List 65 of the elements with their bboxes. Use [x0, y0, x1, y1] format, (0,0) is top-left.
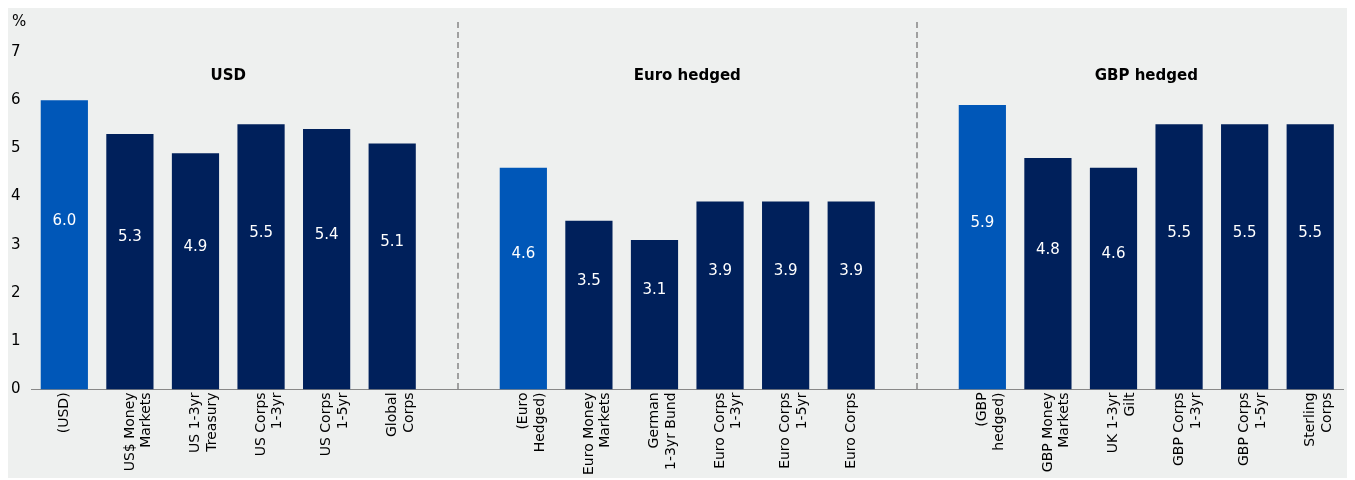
bar: [1286, 124, 1334, 390]
data-label: 6.0: [52, 210, 77, 229]
bar: [958, 105, 1006, 390]
x-tick-label: US$ Money Markets: [120, 392, 154, 472]
x-tick-label: US Corps 1-5yr: [317, 392, 351, 457]
bar: [499, 167, 547, 390]
annotation: Euro hedged: [633, 65, 741, 84]
x-tick-label: Euro Money Markets: [579, 392, 613, 476]
bar: [106, 133, 154, 390]
y-tick-label: 7: [11, 41, 21, 60]
data-label: 5.5: [1232, 222, 1257, 241]
data-label: 5.5: [1298, 222, 1323, 241]
bar: [303, 129, 351, 390]
data-label: 3.9: [839, 261, 864, 280]
data-label: 5.5: [1167, 222, 1191, 241]
y-tick-label: 4: [11, 186, 21, 205]
x-tick-label: Euro Corps 1-3yr: [710, 392, 744, 469]
y-tick-label: 1: [11, 331, 21, 350]
x-tick-label: UK 1-3yr Gilt: [1104, 391, 1137, 454]
annotation: GBP hedged: [1094, 65, 1198, 84]
bar: [40, 100, 88, 390]
bar: [171, 153, 220, 390]
x-tick-label: (GBP hedged): [972, 392, 1006, 451]
x-tick-label: Euro Corps: [841, 392, 858, 469]
bar: [696, 201, 744, 390]
data-label: 4.6: [511, 244, 536, 263]
x-tick-label: US 1-3yr Treasury: [186, 392, 219, 453]
bar: [630, 239, 679, 390]
bar: [368, 143, 416, 390]
y-tick-label: 5: [11, 138, 21, 157]
bar: [565, 220, 613, 390]
x-tick-label: Sterling Corps: [1300, 392, 1334, 447]
data-label: 5.4: [314, 225, 339, 244]
x-tick-label: (USD): [54, 392, 71, 434]
data-label: 4.9: [183, 237, 208, 256]
data-label: 5.9: [970, 213, 995, 231]
data-label: 4.6: [1101, 244, 1126, 263]
data-label: 5.5: [249, 222, 273, 241]
bar: [827, 201, 875, 390]
bar: [1024, 158, 1072, 390]
annotation: USD: [210, 65, 246, 84]
bar: [762, 201, 810, 390]
x-tick-label: GBP Corps 1-3yr: [1169, 392, 1203, 467]
data-label: 3.5: [576, 270, 601, 289]
y-tick-label: 3: [11, 234, 21, 253]
x-tick-label: Euro Corps 1-5yr: [776, 392, 810, 469]
x-tick-label: US Corps 1-3yr: [251, 392, 285, 457]
y-tick-label: 0: [11, 379, 21, 398]
x-tick-label: German 1-3yr Bund: [645, 392, 678, 471]
x-tick-label: (Euro Hedged): [513, 392, 547, 453]
x-tick-label: Global Corps: [382, 392, 416, 438]
data-label: 5.3: [117, 227, 142, 246]
bar: [1155, 124, 1203, 390]
data-label: 3.9: [708, 261, 732, 280]
y-tick-label: 2: [11, 282, 21, 301]
bar: [237, 124, 285, 390]
bar: [1089, 167, 1138, 390]
data-label: 5.1: [380, 232, 405, 251]
bar: [1221, 124, 1269, 390]
data-label: 3.1: [642, 280, 667, 299]
y-tick-label: 6: [11, 90, 21, 109]
x-tick-label: GBP Corps 1-5yr: [1235, 392, 1269, 467]
data-label: 4.8: [1035, 239, 1060, 258]
y-axis-title: %: [12, 11, 27, 30]
data-label: 3.9: [773, 261, 798, 280]
